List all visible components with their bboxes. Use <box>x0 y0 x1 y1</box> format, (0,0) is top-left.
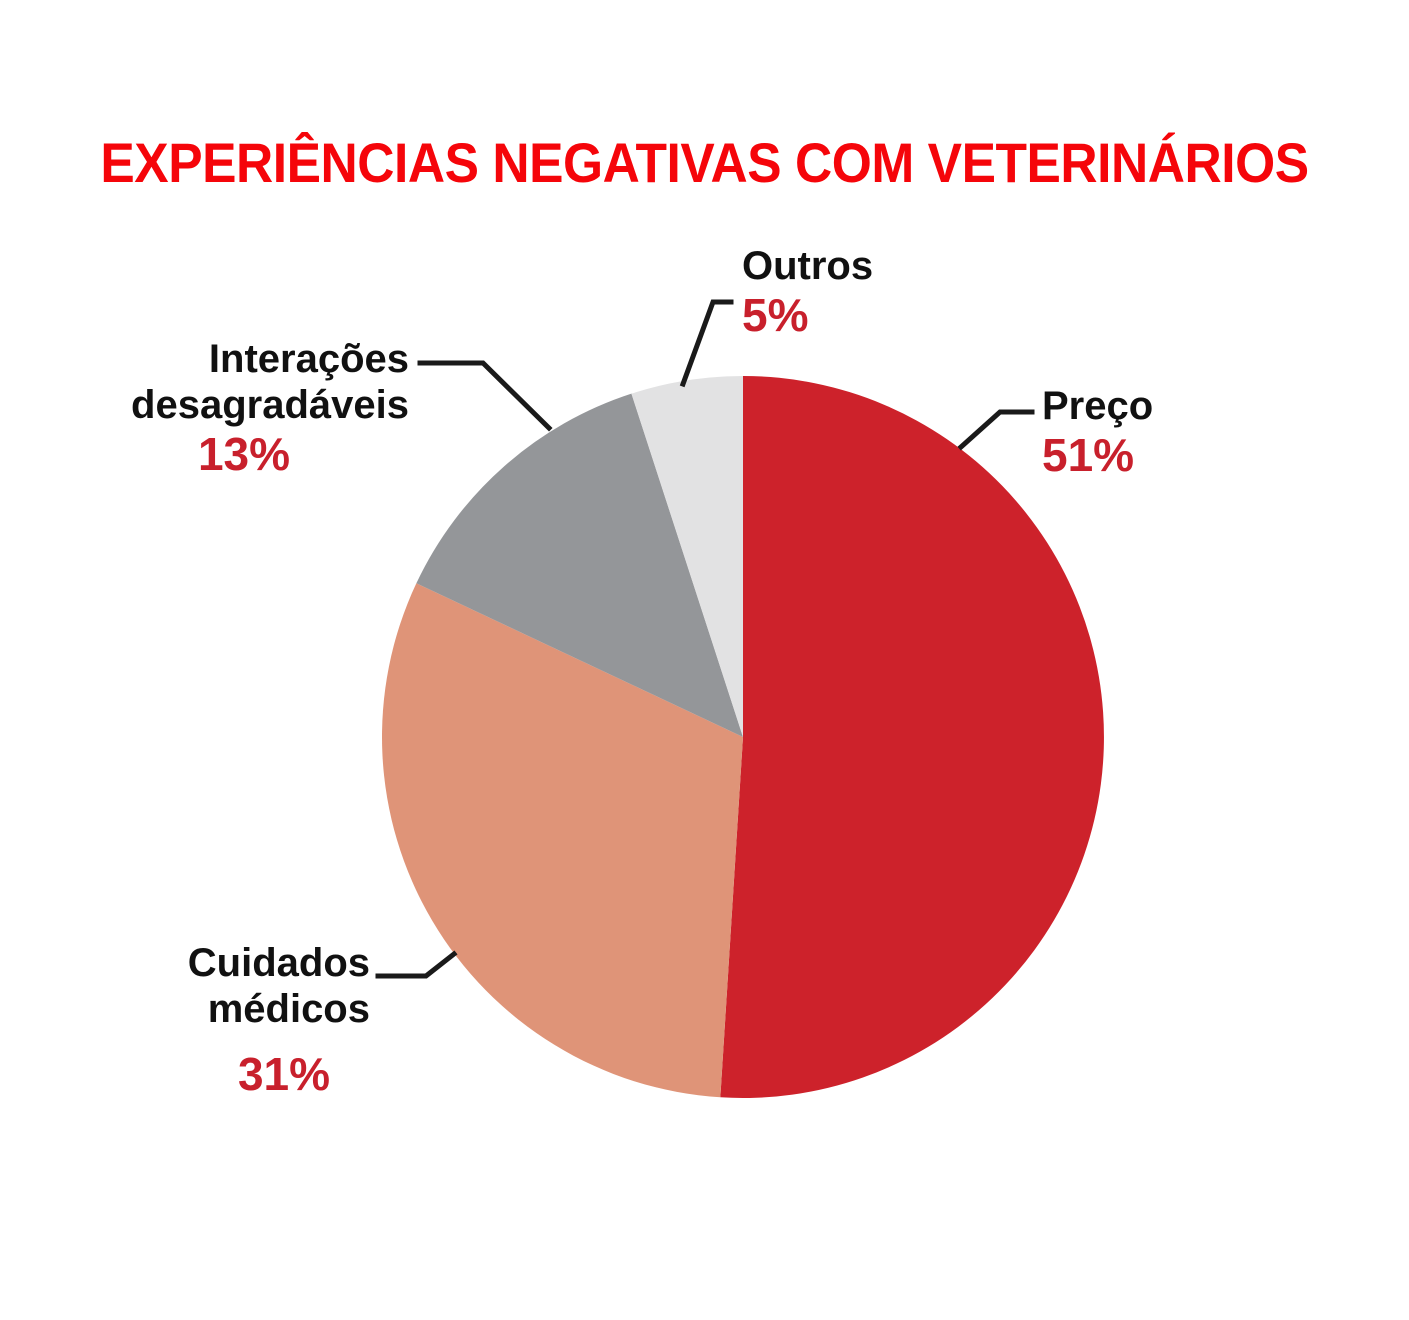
callout-outros: Outros 5% <box>742 243 873 341</box>
callout-preco-percent: 51% <box>1042 429 1135 481</box>
leader-line-cuidados <box>375 950 458 979</box>
callout-preco: Preço 51% <box>1042 383 1153 481</box>
page-title: EXPERIÊNCIAS NEGATIVAS COM VETERINÁRIOS <box>100 131 1309 194</box>
pie-slice-cuidados-medicos[interactable] <box>381 583 743 1098</box>
callout-cuidados-label-line1: Cuidados <box>187 941 370 985</box>
callout-interacoes: Interações desagradáveis 13% <box>79 336 409 480</box>
callout-interacoes-label-line1: Interações <box>208 337 409 381</box>
leader-line-outros <box>679 299 734 388</box>
callout-outros-percent: 5% <box>742 289 809 341</box>
callout-interacoes-percent: 13% <box>197 428 291 480</box>
callout-interacoes-label-line2: desagradáveis <box>131 383 409 427</box>
callout-preco-label: Preço <box>1042 384 1154 428</box>
leader-line-interacoes <box>417 360 553 432</box>
callout-cuidados-percent: 31% <box>237 1048 331 1100</box>
pie-slice-interacoes-desagradaveis[interactable] <box>416 393 743 737</box>
pie-slice-outros[interactable] <box>631 376 743 737</box>
callout-cuidados: Cuidados médicos 31% <box>150 940 370 1100</box>
callout-cuidados-label-line2: médicos <box>207 987 370 1031</box>
pie-slice-preco[interactable] <box>720 376 1104 1099</box>
callout-outros-label: Outros <box>742 244 874 288</box>
leader-line-preco <box>957 409 1035 451</box>
